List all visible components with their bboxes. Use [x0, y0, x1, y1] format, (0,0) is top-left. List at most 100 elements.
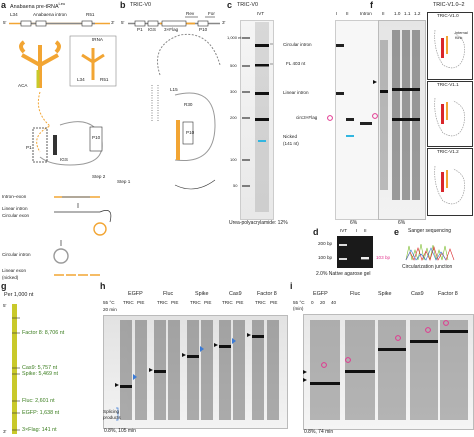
h-sub-tric-4: TRIC: [222, 300, 233, 305]
h-sub-tric-1: TRIC: [123, 300, 134, 305]
i-temp: 55 °C: [293, 300, 305, 305]
product-linear-intron: Linear intron: [2, 206, 28, 211]
panel-a-letter: a: [1, 0, 7, 10]
c-nicked-size: (141 nt): [283, 141, 299, 146]
g-item-egfp: EGFP: 1,638 nt: [22, 410, 60, 416]
inset-l34: L34: [77, 77, 85, 82]
h-sub-tric-5: TRIC: [255, 300, 266, 305]
g-title: Per 1,000 nt: [4, 292, 34, 298]
panel-b-letter: b: [120, 0, 126, 10]
h-sub-pie-5: PIE: [270, 300, 278, 305]
panel-e-letter: e: [394, 227, 400, 237]
f-inset-kink: Kink: [455, 36, 463, 40]
g-strand-5: 5': [3, 303, 7, 308]
panel-a-title-sup: Leu: [58, 1, 66, 6]
panel-c-letter: c: [227, 0, 233, 10]
g-item-flag: 3×Flag: 141 nt: [22, 427, 57, 433]
i-group-factor8: Factor 8: [438, 291, 458, 297]
product-circular-exon: Circular exon: [2, 213, 30, 218]
inset-r51: R51: [100, 77, 109, 82]
panel-g-letter: g: [1, 281, 7, 291]
c-lane-ii: II: [346, 11, 349, 16]
product-nicked: (nicked): [2, 275, 19, 280]
i-group-spike: Spike: [378, 291, 392, 297]
panel-c-header: TRIC-V0: [237, 2, 258, 8]
e-title: Sanger sequencing: [408, 228, 452, 234]
h-sub-pie-3: PIE: [204, 300, 212, 305]
f-inset-internal: Internal: [455, 31, 468, 35]
product-intron-exon: Intron–exon: [2, 194, 27, 199]
h-group-factor8: Factor 8: [257, 291, 277, 297]
f-caption: 6%: [398, 220, 406, 226]
c-lane-intron: Intron: [360, 11, 372, 16]
gel-h: [103, 315, 288, 429]
c-lane-i: I: [336, 11, 338, 16]
h-temp: 55 °C: [103, 300, 115, 305]
c-caption-right: 6%: [350, 220, 358, 226]
c-band-circ-flag: circ3×Flag: [296, 115, 318, 120]
primer-for: For: [208, 11, 215, 16]
b-strand-3: 3': [222, 20, 226, 25]
step-1-label: Step 1: [117, 179, 131, 184]
panel-h-letter: h: [100, 281, 106, 291]
gel-d: [337, 236, 373, 268]
c-band-fl: FL 403 nt: [286, 61, 306, 66]
c-band-linear-intron: Linear intron: [283, 90, 309, 95]
panel-f-letter: f: [370, 0, 373, 10]
panel-d-letter: d: [313, 227, 319, 237]
c-ladder-50: 50: [233, 183, 238, 188]
trna-label: tRNA: [92, 37, 103, 42]
h-time: 20 min: [103, 307, 117, 312]
c-nicked: Nicked: [283, 134, 298, 139]
h-caption: 0.8%, 105 min: [104, 428, 136, 434]
f-panel-10: TRIC-V1.0: [437, 13, 459, 18]
panel-i-letter: i: [290, 281, 293, 291]
g-item-cas9: Cas9: 5,757 nt: [22, 365, 58, 371]
b-loop-l15: L15: [170, 87, 178, 92]
d-ladder-100: 100 bp: [318, 255, 333, 260]
f-structure-box-10: [427, 12, 473, 80]
seq-label-l34: L34: [10, 12, 18, 17]
h-sub-pie-1: PIE: [137, 300, 145, 305]
c-band-circular-intron: Circular intron: [283, 42, 312, 47]
b-loop-p10: P10: [186, 130, 195, 135]
seq-label-intron: Anabaena intron: [33, 12, 67, 17]
c-ladder-500: 500: [230, 63, 237, 68]
i-t0: 0: [311, 300, 314, 305]
f-structure-box-12: [427, 148, 473, 216]
g-item-spike: Spike: 5,469 nt: [22, 371, 58, 377]
f-panel-12: TRIC-V1.2: [437, 149, 459, 154]
f-panel-11: TRIC-V1.1: [437, 82, 459, 87]
c-ladder-1000: 1,000 nt: [227, 35, 242, 40]
h-group-cas9: Cas9: [229, 291, 242, 297]
h-group-egfp: EGFP: [128, 291, 143, 297]
d-lane-ii: II: [364, 228, 367, 233]
d-ladder-200: 200 bp: [318, 241, 333, 246]
d-band-103: 103 bp: [376, 255, 391, 260]
g-scale-bar: [12, 304, 17, 434]
d-lane-ivt: IVT: [340, 228, 348, 233]
h-sub-tric-2: TRIC: [157, 300, 168, 305]
h-sub-pie-2: PIE: [171, 300, 179, 305]
strand-3: 3': [111, 20, 115, 25]
aca-label: ACA: [18, 83, 28, 88]
e-caption: Circularization junction: [402, 264, 453, 270]
structure-p10: P10: [92, 135, 101, 140]
d-lane-i: I: [356, 228, 358, 233]
c-ladder-100: 100: [230, 157, 237, 162]
i-group-fluc: Fluc: [350, 291, 361, 297]
b-box-flag: 3×Flag: [164, 27, 179, 32]
g-strand-3: 3': [3, 429, 7, 434]
h-group-spike: Spike: [195, 291, 209, 297]
i-t40: 40: [331, 300, 337, 305]
c-caption-left: Urea-polyacrylamide: 12%: [229, 220, 288, 226]
i-group-egfp: EGFP: [313, 291, 328, 297]
